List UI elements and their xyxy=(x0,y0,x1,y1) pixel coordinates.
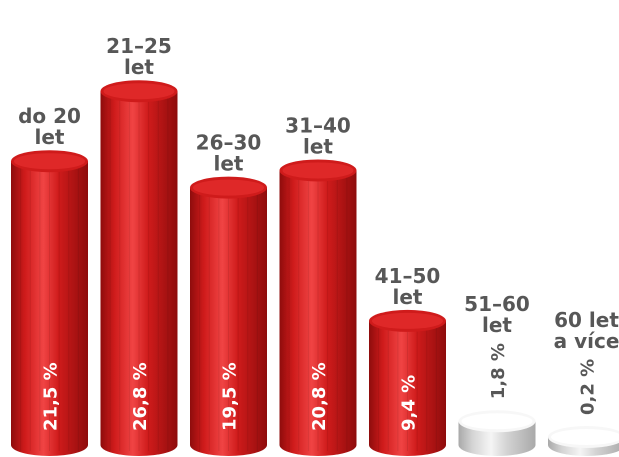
category-label: 51–60 xyxy=(464,292,530,316)
bar-body xyxy=(369,320,446,457)
bar-top-shine xyxy=(282,162,354,179)
value-label: 9,4 % xyxy=(399,375,420,431)
bar-top-shine xyxy=(461,413,533,430)
category-label: let xyxy=(124,55,154,79)
bar-top-shine xyxy=(14,153,85,170)
bar-top-shine xyxy=(551,429,619,445)
value-label: 1,8 % xyxy=(488,343,509,399)
bar-body xyxy=(100,91,178,457)
category-label: let xyxy=(393,285,423,309)
value-label: 20,8 % xyxy=(309,362,330,431)
bar-2 xyxy=(100,80,178,457)
bar-top-shine xyxy=(372,312,443,329)
category-label: let xyxy=(482,313,512,337)
bar-body xyxy=(190,187,267,457)
bar-6 xyxy=(458,410,536,457)
category-label: 60 let xyxy=(554,308,619,332)
value-label: 0,2 % xyxy=(578,359,599,415)
value-label: 26,8 % xyxy=(130,362,151,431)
bar-4 xyxy=(279,159,357,456)
bar-top-shine xyxy=(103,83,175,100)
bar-body xyxy=(11,161,88,457)
value-label: 21,5 % xyxy=(41,362,62,431)
category-label: let xyxy=(303,134,333,158)
category-labels-layer: do 20let21–25let26–30let31–40let41–50let… xyxy=(18,34,619,353)
category-label: do 20 xyxy=(18,104,81,128)
category-label: 41–50 xyxy=(375,264,441,288)
value-label: 19,5 % xyxy=(220,362,241,431)
bar-3 xyxy=(190,176,267,457)
category-label: 31–40 xyxy=(285,113,351,137)
bar-7 xyxy=(548,426,619,456)
bar-top-shine xyxy=(193,179,264,196)
bar-5 xyxy=(369,309,446,457)
category-label: let xyxy=(214,152,244,176)
category-label: a více xyxy=(554,329,619,353)
category-label: 21–25 xyxy=(106,34,172,58)
bar-body xyxy=(279,170,357,456)
bar-1 xyxy=(11,150,88,457)
bars-layer: 21,5 % 26,8 % 19,5 % 20,8 % 9,4 % 1,8 % 0,2 % xyxy=(11,80,619,457)
category-label: 26–30 xyxy=(196,131,262,155)
category-label: let xyxy=(35,125,65,149)
